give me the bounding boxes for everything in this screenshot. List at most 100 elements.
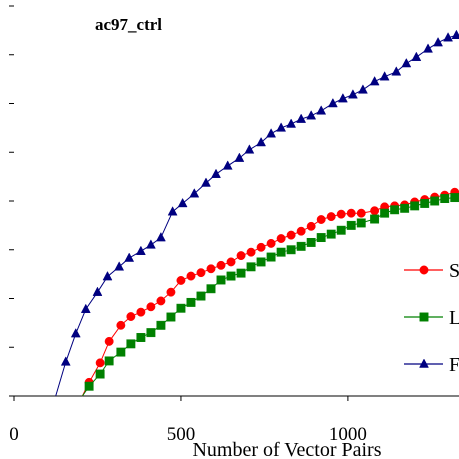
data-point xyxy=(206,264,216,274)
data-point xyxy=(234,152,245,162)
data-point xyxy=(296,226,306,236)
data-point xyxy=(116,347,126,357)
data-point xyxy=(116,320,126,330)
data-point xyxy=(206,284,216,294)
data-point xyxy=(419,312,429,322)
data-point xyxy=(236,251,246,261)
series-L xyxy=(81,193,459,397)
data-point xyxy=(327,97,338,108)
data-point xyxy=(356,208,366,218)
data-point xyxy=(145,239,156,249)
data-point xyxy=(136,333,146,342)
data-point xyxy=(92,286,103,296)
data-point xyxy=(306,110,317,120)
data-point xyxy=(370,214,380,224)
data-point xyxy=(346,220,356,230)
data-point xyxy=(244,144,255,154)
series-line xyxy=(81,191,455,397)
legend-item-S: S xyxy=(404,260,459,282)
legend-label: S xyxy=(449,260,459,282)
legend-label: F xyxy=(449,354,459,376)
data-point xyxy=(401,57,412,68)
data-point xyxy=(84,381,94,391)
data-point xyxy=(256,242,266,252)
data-point xyxy=(196,291,206,301)
data-point xyxy=(156,320,166,330)
data-point xyxy=(256,136,267,147)
data-point xyxy=(136,307,146,317)
data-point xyxy=(114,261,125,271)
data-point xyxy=(358,84,368,94)
data-point xyxy=(166,287,176,297)
data-point xyxy=(420,198,430,208)
data-point xyxy=(246,262,256,272)
data-point xyxy=(440,194,450,204)
data-point xyxy=(216,260,226,270)
data-point xyxy=(104,336,114,346)
x-axis-label: Number of Vector Pairs xyxy=(192,439,381,459)
data-point xyxy=(430,196,440,206)
data-point xyxy=(166,312,176,322)
x-tick-label: 0 xyxy=(9,424,19,445)
data-point xyxy=(419,265,429,275)
data-point xyxy=(443,32,453,42)
data-point xyxy=(336,209,346,219)
data-point xyxy=(306,221,316,231)
data-point xyxy=(336,225,346,235)
data-point xyxy=(246,247,256,257)
data-point xyxy=(146,302,156,312)
data-point xyxy=(347,89,358,99)
data-point xyxy=(450,193,459,203)
data-point xyxy=(400,203,410,213)
data-point xyxy=(176,276,186,285)
data-point xyxy=(356,218,366,228)
data-point xyxy=(266,128,277,138)
data-point xyxy=(70,328,81,338)
data-point xyxy=(419,358,429,368)
data-point xyxy=(266,252,276,262)
legend-item-L: L xyxy=(404,307,459,329)
data-point xyxy=(326,229,336,239)
data-point xyxy=(95,369,105,379)
data-point xyxy=(369,76,380,86)
data-point xyxy=(379,71,390,81)
data-point xyxy=(266,238,276,248)
legend-label: L xyxy=(449,307,459,329)
data-point xyxy=(346,208,356,218)
data-point xyxy=(391,66,402,76)
data-point xyxy=(390,205,400,215)
data-point xyxy=(186,271,196,281)
x-axis-ticks: 0 500 1000 xyxy=(9,396,367,445)
data-point xyxy=(316,215,326,224)
data-point xyxy=(316,105,327,115)
data-point xyxy=(80,303,91,313)
data-point xyxy=(216,275,226,285)
data-point xyxy=(126,312,136,321)
data-point xyxy=(276,247,286,257)
data-point xyxy=(337,93,348,103)
data-point xyxy=(286,245,296,255)
data-point xyxy=(156,232,166,242)
y-axis-ticks xyxy=(9,5,14,397)
data-point xyxy=(433,37,443,47)
data-point xyxy=(167,206,178,216)
data-point xyxy=(296,113,307,123)
data-point xyxy=(201,177,211,187)
data-point xyxy=(196,268,206,278)
data-point xyxy=(226,257,236,267)
data-point xyxy=(380,208,390,218)
x-tick-label: 500 xyxy=(167,424,196,445)
series-line xyxy=(55,34,457,397)
data-point xyxy=(226,271,236,281)
data-point xyxy=(211,168,221,178)
series-S xyxy=(81,187,459,397)
data-point xyxy=(135,245,146,255)
legend: S L F xyxy=(404,260,459,376)
data-point xyxy=(222,160,233,170)
data-point xyxy=(410,201,420,211)
data-point xyxy=(411,51,422,61)
data-point xyxy=(186,297,196,307)
data-point xyxy=(316,233,326,243)
x-tick-label: 1000 xyxy=(329,424,367,445)
